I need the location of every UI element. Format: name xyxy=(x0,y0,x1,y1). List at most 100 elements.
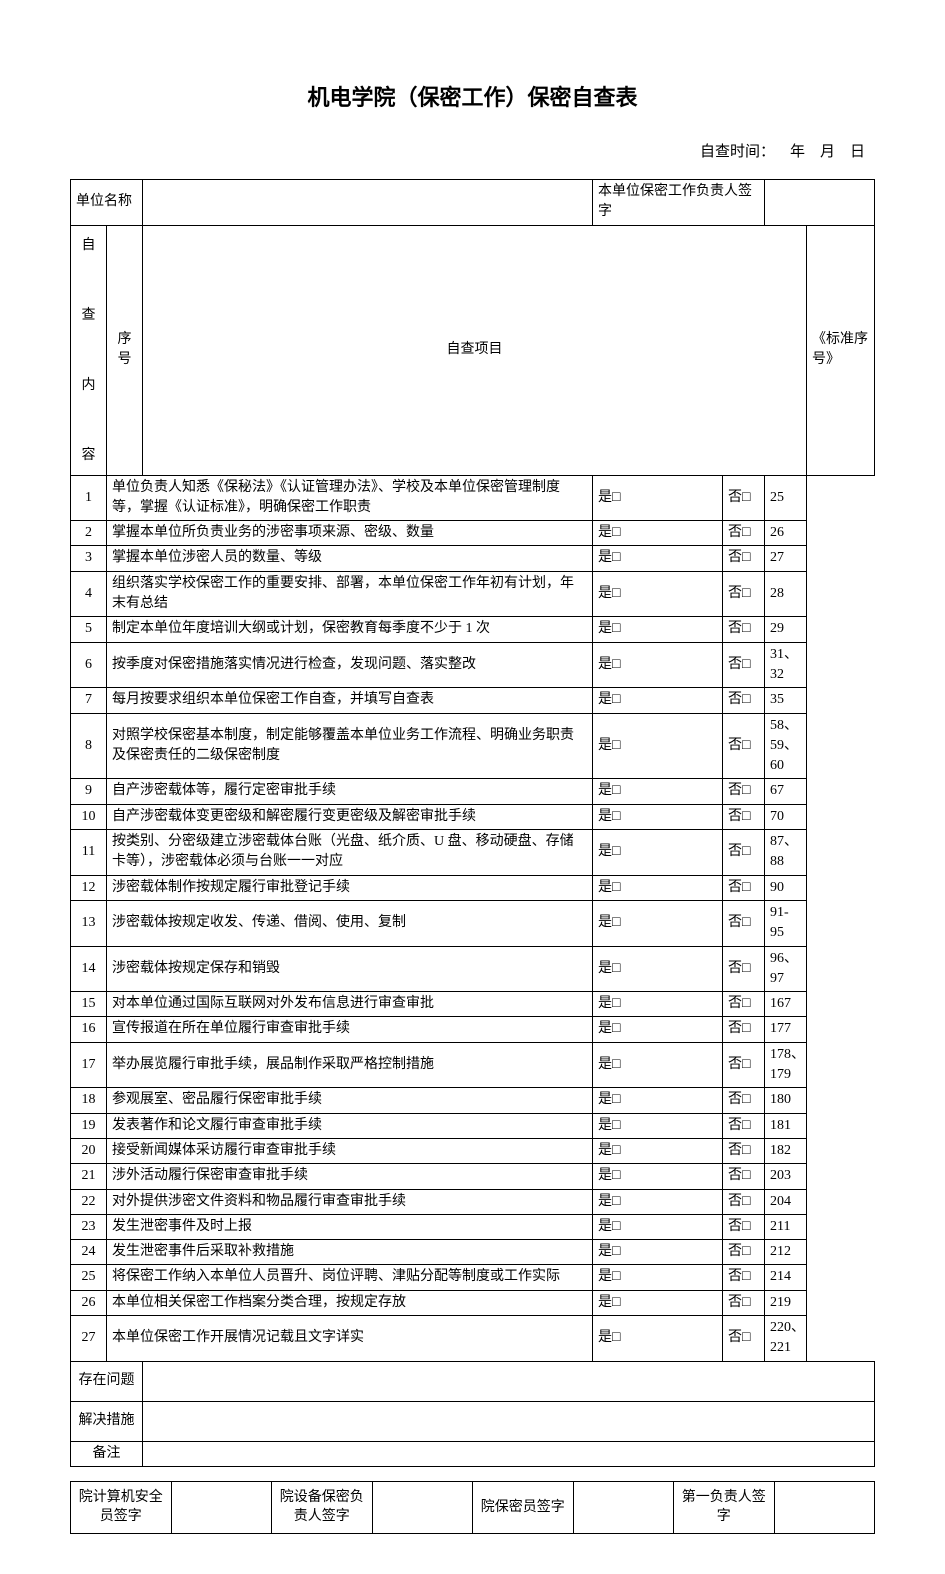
std-cell: 58、59、60 xyxy=(765,713,807,779)
yes-checkbox[interactable]: 是□ xyxy=(593,521,723,546)
no-checkbox[interactable]: 否□ xyxy=(723,1138,765,1163)
solution-row: 解决措施 xyxy=(71,1401,875,1441)
table-row: 5制定本单位年度培训大纲或计划，保密教育每季度不少于 1 次是□否□29 xyxy=(71,617,875,642)
no-checkbox[interactable]: 否□ xyxy=(723,475,765,521)
signature-table: 院计算机安全员签字 院设备保密负责人签字 院保密员签字 第一负责人签字 xyxy=(70,1481,875,1534)
no-checkbox[interactable]: 否□ xyxy=(723,1088,765,1113)
yes-checkbox[interactable]: 是□ xyxy=(593,830,723,876)
no-checkbox[interactable]: 否□ xyxy=(723,804,765,829)
std-cell: 203 xyxy=(765,1164,807,1189)
seq-cell: 13 xyxy=(71,900,107,946)
no-checkbox[interactable]: 否□ xyxy=(723,1017,765,1042)
note-value[interactable] xyxy=(143,1441,875,1466)
yes-checkbox[interactable]: 是□ xyxy=(593,804,723,829)
no-checkbox[interactable]: 否□ xyxy=(723,779,765,804)
item-cell: 发表著作和论文履行审查审批手续 xyxy=(107,1113,593,1138)
no-checkbox[interactable]: 否□ xyxy=(723,688,765,713)
signer-value[interactable] xyxy=(765,180,875,226)
yes-checkbox[interactable]: 是□ xyxy=(593,713,723,779)
item-cell: 涉外活动履行保密审查审批手续 xyxy=(107,1164,593,1189)
seq-cell: 23 xyxy=(71,1214,107,1239)
no-checkbox[interactable]: 否□ xyxy=(723,1113,765,1138)
yes-checkbox[interactable]: 是□ xyxy=(593,546,723,571)
seq-cell: 19 xyxy=(71,1113,107,1138)
seq-cell: 12 xyxy=(71,875,107,900)
sig-b-value[interactable] xyxy=(372,1481,473,1533)
yes-checkbox[interactable]: 是□ xyxy=(593,1017,723,1042)
no-checkbox[interactable]: 否□ xyxy=(723,617,765,642)
item-cell: 自产涉密载体等，履行定密审批手续 xyxy=(107,779,593,804)
std-cell: 25 xyxy=(765,475,807,521)
yes-checkbox[interactable]: 是□ xyxy=(593,992,723,1017)
no-checkbox[interactable]: 否□ xyxy=(723,1214,765,1239)
item-cell: 接受新闻媒体采访履行审查审批手续 xyxy=(107,1138,593,1163)
solution-value[interactable] xyxy=(143,1401,875,1441)
no-checkbox[interactable]: 否□ xyxy=(723,713,765,779)
item-cell: 发生泄密事件后采取补救措施 xyxy=(107,1240,593,1265)
yes-checkbox[interactable]: 是□ xyxy=(593,779,723,804)
no-checkbox[interactable]: 否□ xyxy=(723,546,765,571)
item-cell: 将保密工作纳入本单位人员晋升、岗位评聘、津贴分配等制度或工作实际 xyxy=(107,1265,593,1290)
yes-checkbox[interactable]: 是□ xyxy=(593,617,723,642)
no-checkbox[interactable]: 否□ xyxy=(723,946,765,992)
sig-a-value[interactable] xyxy=(171,1481,272,1533)
no-checkbox[interactable]: 否□ xyxy=(723,830,765,876)
yes-checkbox[interactable]: 是□ xyxy=(593,1113,723,1138)
yes-checkbox[interactable]: 是□ xyxy=(593,900,723,946)
no-checkbox[interactable]: 否□ xyxy=(723,1290,765,1315)
page-title: 机电学院（保密工作）保密自查表 xyxy=(70,80,875,112)
yes-checkbox[interactable]: 是□ xyxy=(593,1164,723,1189)
yes-checkbox[interactable]: 是□ xyxy=(593,1315,723,1361)
item-cell: 本单位相关保密工作档案分类合理，按规定存放 xyxy=(107,1290,593,1315)
item-cell: 涉密载体制作按规定履行审批登记手续 xyxy=(107,875,593,900)
item-cell: 按类别、分密级建立涉密载体台账（光盘、纸介质、U 盘、移动硬盘、存储卡等），涉密… xyxy=(107,830,593,876)
unit-value[interactable] xyxy=(143,180,593,226)
sig-c-value[interactable] xyxy=(573,1481,674,1533)
item-cell: 自产涉密载体变更密级和解密履行变更密级及解密审批手续 xyxy=(107,804,593,829)
sig-d-value[interactable] xyxy=(774,1481,875,1533)
yes-checkbox[interactable]: 是□ xyxy=(593,1088,723,1113)
table-row: 2掌握本单位所负责业务的涉密事项来源、密级、数量是□否□26 xyxy=(71,521,875,546)
seq-cell: 1 xyxy=(71,475,107,521)
no-checkbox[interactable]: 否□ xyxy=(723,1164,765,1189)
yes-checkbox[interactable]: 是□ xyxy=(593,1214,723,1239)
yes-checkbox[interactable]: 是□ xyxy=(593,1138,723,1163)
yes-checkbox[interactable]: 是□ xyxy=(593,688,723,713)
no-checkbox[interactable]: 否□ xyxy=(723,900,765,946)
problem-value[interactable] xyxy=(143,1361,875,1401)
yes-checkbox[interactable]: 是□ xyxy=(593,642,723,688)
no-checkbox[interactable]: 否□ xyxy=(723,1240,765,1265)
table-row: 16宣传报道在所在单位履行审查审批手续是□否□177 xyxy=(71,1017,875,1042)
yes-checkbox[interactable]: 是□ xyxy=(593,946,723,992)
no-checkbox[interactable]: 否□ xyxy=(723,1315,765,1361)
seq-cell: 4 xyxy=(71,571,107,617)
no-checkbox[interactable]: 否□ xyxy=(723,992,765,1017)
table-row: 15对本单位通过国际互联网对外发布信息进行审查审批是□否□167 xyxy=(71,992,875,1017)
std-cell: 91-95 xyxy=(765,900,807,946)
no-checkbox[interactable]: 否□ xyxy=(723,571,765,617)
header-row: 单位名称 本单位保密工作负责人签字 xyxy=(71,180,875,226)
std-cell: 27 xyxy=(765,546,807,571)
yes-checkbox[interactable]: 是□ xyxy=(593,1240,723,1265)
yes-checkbox[interactable]: 是□ xyxy=(593,571,723,617)
seq-cell: 3 xyxy=(71,546,107,571)
seq-cell: 14 xyxy=(71,946,107,992)
seq-cell: 25 xyxy=(71,1265,107,1290)
no-checkbox[interactable]: 否□ xyxy=(723,1265,765,1290)
item-cell: 发生泄密事件及时上报 xyxy=(107,1214,593,1239)
item-cell: 涉密载体按规定收发、传递、借阅、使用、复制 xyxy=(107,900,593,946)
seq-cell: 7 xyxy=(71,688,107,713)
no-checkbox[interactable]: 否□ xyxy=(723,1189,765,1214)
yes-checkbox[interactable]: 是□ xyxy=(593,1265,723,1290)
no-checkbox[interactable]: 否□ xyxy=(723,521,765,546)
yes-checkbox[interactable]: 是□ xyxy=(593,475,723,521)
side-label: 自查内容 xyxy=(71,225,107,475)
yes-checkbox[interactable]: 是□ xyxy=(593,875,723,900)
yes-checkbox[interactable]: 是□ xyxy=(593,1189,723,1214)
std-cell: 29 xyxy=(765,617,807,642)
no-checkbox[interactable]: 否□ xyxy=(723,1042,765,1088)
yes-checkbox[interactable]: 是□ xyxy=(593,1290,723,1315)
yes-checkbox[interactable]: 是□ xyxy=(593,1042,723,1088)
no-checkbox[interactable]: 否□ xyxy=(723,875,765,900)
no-checkbox[interactable]: 否□ xyxy=(723,642,765,688)
